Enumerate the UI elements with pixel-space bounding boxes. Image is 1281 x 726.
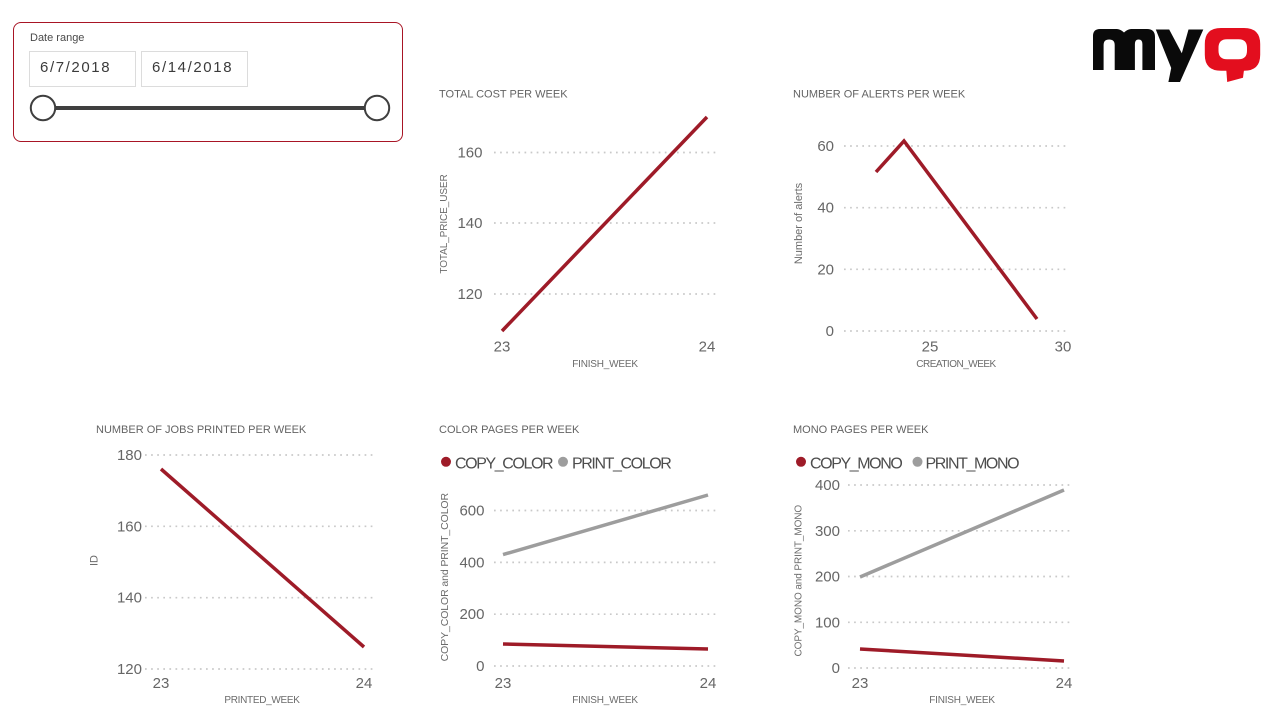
svg-text:24: 24 [356, 675, 373, 692]
svg-text:600: 600 [459, 503, 484, 520]
svg-text:24: 24 [1056, 675, 1073, 692]
svg-text:PRINTED_WEEK: PRINTED_WEEK [224, 695, 300, 706]
svg-text:400: 400 [459, 554, 484, 571]
svg-text:COLOR PAGES PER WEEK: COLOR PAGES PER WEEK [439, 424, 580, 436]
svg-text:23: 23 [495, 675, 512, 692]
svg-text:NUMBER OF ALERTS PER WEEK: NUMBER OF ALERTS PER WEEK [793, 89, 966, 101]
svg-text:40: 40 [817, 200, 834, 217]
svg-text:TOTAL_PRICE_USER: TOTAL_PRICE_USER [439, 174, 450, 273]
svg-text:20: 20 [817, 261, 834, 278]
svg-text:PRINT_MONO: PRINT_MONO [926, 456, 1020, 473]
svg-text:160: 160 [457, 145, 482, 162]
svg-text:FINISH_WEEK: FINISH_WEEK [572, 695, 638, 706]
svg-text:NUMBER OF JOBS PRINTED PER WEE: NUMBER OF JOBS PRINTED PER WEEK [96, 424, 307, 436]
svg-text:23: 23 [153, 675, 170, 692]
svg-text:24: 24 [699, 339, 716, 356]
svg-text:300: 300 [815, 523, 840, 540]
svg-text:25: 25 [922, 339, 939, 356]
svg-text:COPY_MONO and PRINT_MONO: COPY_MONO and PRINT_MONO [793, 505, 804, 657]
svg-text:0: 0 [826, 323, 834, 340]
svg-text:120: 120 [117, 661, 142, 678]
svg-text:Number of alerts: Number of alerts [793, 182, 805, 264]
svg-text:FINISH_WEEK: FINISH_WEEK [929, 695, 995, 706]
svg-text:COPY_COLOR: COPY_COLOR [455, 456, 553, 473]
svg-text:COPY_MONO: COPY_MONO [810, 456, 902, 473]
svg-text:CREATION_WEEK: CREATION_WEEK [916, 359, 996, 370]
svg-text:140: 140 [457, 215, 482, 232]
svg-text:0: 0 [832, 660, 840, 677]
svg-text:ID: ID [89, 555, 101, 566]
svg-text:120: 120 [457, 286, 482, 303]
svg-text:180: 180 [117, 447, 142, 464]
svg-text:MONO PAGES PER WEEK: MONO PAGES PER WEEK [793, 424, 929, 436]
svg-text:0: 0 [476, 658, 484, 675]
svg-text:160: 160 [117, 518, 142, 535]
svg-text:COPY_COLOR and PRINT_COLOR: COPY_COLOR and PRINT_COLOR [439, 493, 451, 662]
svg-text:60: 60 [817, 138, 834, 155]
svg-text:100: 100 [815, 614, 840, 631]
svg-text:23: 23 [852, 675, 869, 692]
svg-text:200: 200 [815, 569, 840, 586]
svg-text:23: 23 [494, 339, 511, 356]
svg-text:FINISH_WEEK: FINISH_WEEK [572, 359, 638, 370]
svg-text:30: 30 [1055, 339, 1072, 356]
svg-text:200: 200 [459, 606, 484, 623]
svg-text:TOTAL COST PER WEEK: TOTAL COST PER WEEK [439, 89, 568, 101]
svg-text:24: 24 [700, 675, 717, 692]
svg-text:400: 400 [815, 477, 840, 494]
svg-text:140: 140 [117, 590, 142, 607]
svg-text:PRINT_COLOR: PRINT_COLOR [572, 456, 671, 473]
